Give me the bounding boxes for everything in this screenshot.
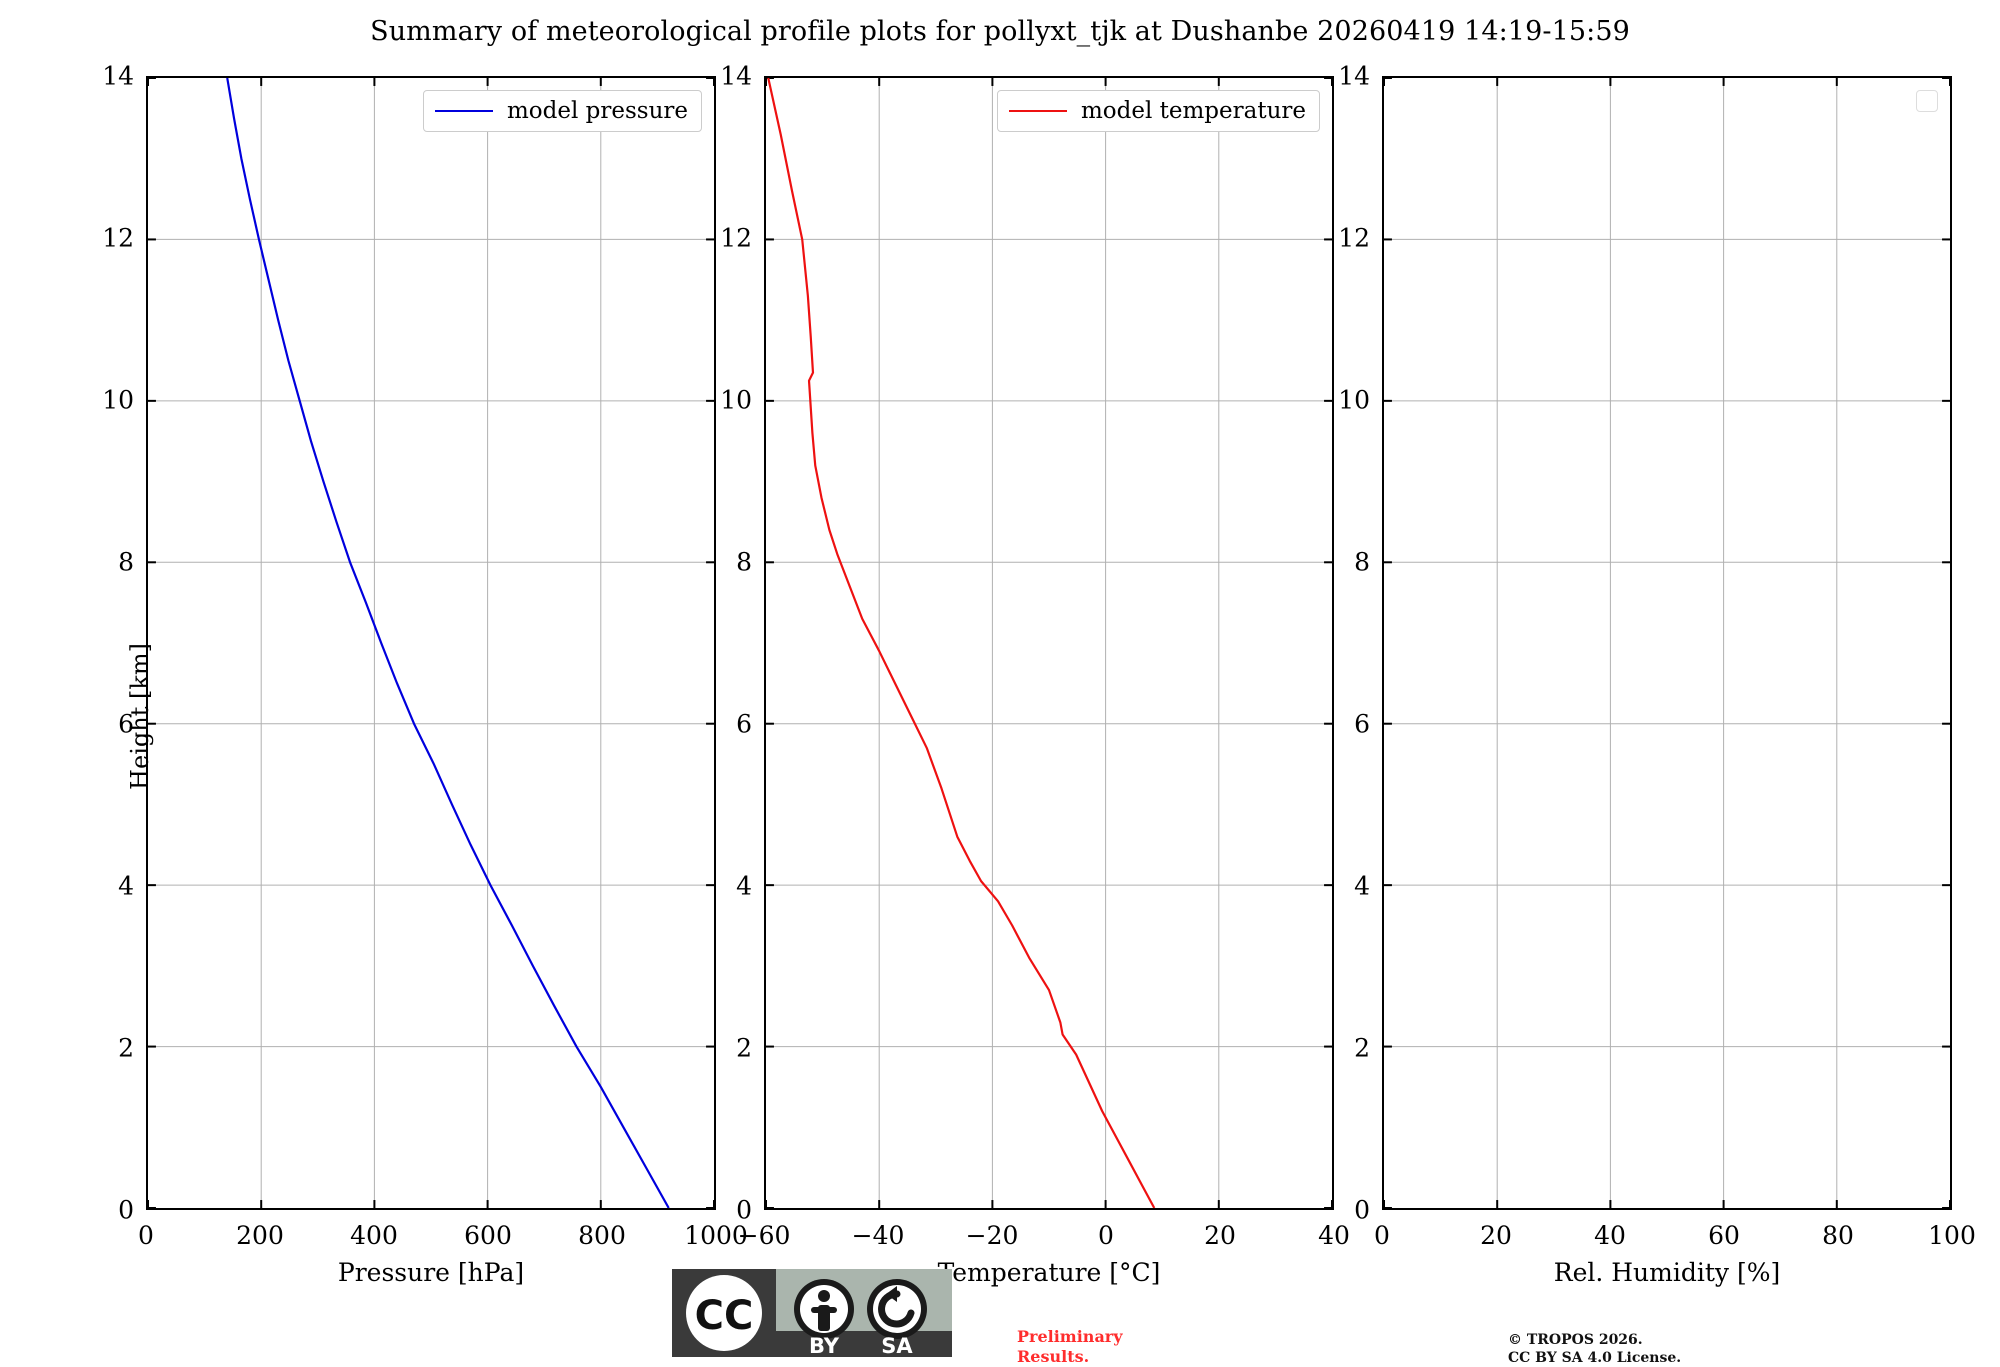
data-line-model-pressure [227,78,668,1208]
humidity-legend-empty [1916,90,1938,112]
x-tick-label: 40 [1318,1221,1350,1250]
x-tick-label: 20 [1204,1221,1236,1250]
x-tick-label: 20 [1480,1221,1512,1250]
y-tick-label: 14 [1338,61,1370,91]
y-tick-label: 0 [118,1195,134,1225]
y-tick-label: 8 [1354,547,1370,577]
x-tick-label: 800 [578,1221,626,1250]
cc-badge-cc-text: CC [695,1293,754,1339]
x-tick-label: −60 [737,1221,791,1250]
x-tick-label: −40 [851,1221,905,1250]
humidity-panel: Rel. Humidity [%] 0 20 40 60 80 100 0 2 4 6 8 10 12 1… [1338,62,1976,1288]
x-tick-label: 80 [1822,1221,1854,1250]
y-tick-label: 14 [720,61,752,91]
y-tick-label: 10 [1338,385,1370,415]
cc-badge-svg: CC BY SA [672,1269,952,1358]
legend-label-model-pressure: model pressure [506,98,688,124]
copyright-notice: © TROPOS 2026. CC BY SA 4.0 License. [1508,1332,1682,1367]
y-tick-label: 2 [736,1033,752,1063]
x-axis-label-pressure: Pressure [hPa] [337,1258,525,1287]
y-tick-label: 6 [118,709,134,739]
pressure-plot-area [146,76,716,1210]
legend-line-icon [434,110,493,112]
y-tick-label: 12 [102,223,134,253]
y-tick-label: 2 [118,1033,134,1063]
y-tick-label: 8 [118,547,134,577]
page-title: Summary of meteorological profile plots … [370,16,1630,47]
x-tick-label: 200 [236,1221,284,1250]
cc-by-sa-license-badge: CC BY SA [672,1269,952,1358]
x-axis-label-temperature: Temperature [°C] [937,1258,1161,1287]
y-tick-label: 4 [118,871,134,901]
data-line-model-temperature [768,78,1154,1208]
x-tick-label: 600 [464,1221,512,1250]
y-tick-label: 0 [736,1195,752,1225]
x-tick-label: 100 [1928,1221,1976,1250]
x-tick-label: 1000 [684,1221,748,1250]
y-tick-label: 2 [1354,1033,1370,1063]
y-tick-label: 6 [1354,709,1370,739]
x-tick-label: 400 [350,1221,398,1250]
y-tick-label: 4 [736,871,752,901]
y-tick-label: 10 [720,385,752,415]
y-tick-label: 4 [1354,871,1370,901]
legend-label-model-temperature: model temperature [1080,98,1306,124]
x-tick-label: 0 [1374,1221,1390,1250]
preliminary-results-notice: Preliminary Results. [1017,1327,1123,1366]
x-tick-label: 60 [1708,1221,1740,1250]
temperature-plot-svg [766,78,1332,1208]
temperature-plot-area [764,76,1334,1210]
x-axis-label-humidity: Rel. Humidity [%] [1553,1258,1781,1287]
y-tick-label: 14 [102,61,134,91]
y-tick-label: 12 [720,223,752,253]
x-tick-label: 0 [1098,1221,1114,1250]
y-tick-label: 12 [1338,223,1370,253]
y-tick-label: 10 [102,385,134,415]
x-tick-label: 40 [1594,1221,1626,1250]
humidity-plot-area [1382,76,1952,1210]
legend-line-icon [1008,110,1067,112]
temperature-panel: model temperature Temperature [°C] −60 −4… [720,62,1350,1288]
cc-badge-by-text: BY [809,1334,840,1357]
pressure-legend: model pressure [422,90,702,132]
cc-badge-sa-text: SA [881,1334,913,1357]
y-tick-label: 6 [736,709,752,739]
pressure-plot-svg [148,78,714,1208]
x-tick-label: −20 [965,1221,1019,1250]
y-tick-label: 0 [1354,1195,1370,1225]
humidity-plot-svg [1384,78,1950,1208]
y-tick-label: 8 [736,547,752,577]
pressure-panel: Height [km] model pressure Pressure [hPa… [102,62,748,1288]
temperature-legend: model temperature [996,90,1320,132]
x-tick-label: 0 [138,1221,154,1250]
